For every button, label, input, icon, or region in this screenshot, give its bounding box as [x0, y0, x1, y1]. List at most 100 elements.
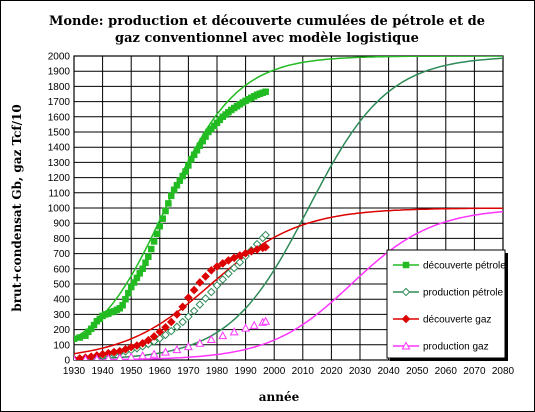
data-point: [189, 285, 199, 295]
y-tick-label: 1000: [48, 204, 71, 215]
data-point: [206, 287, 216, 297]
y-tick-label: 2000: [48, 52, 71, 63]
data-point: [161, 347, 170, 356]
x-tick-label: 1960: [149, 366, 172, 377]
data-point: [401, 287, 411, 297]
y-tick-label: 0: [64, 356, 70, 367]
y-tick-label: 100: [53, 340, 70, 351]
legend-label: découverte gaz: [423, 315, 491, 326]
data-point: [402, 261, 410, 269]
data-point: [224, 256, 233, 265]
data-point: [122, 295, 129, 303]
data-point: [104, 353, 112, 360]
data-point: [195, 278, 205, 287]
data-point: [261, 230, 270, 240]
data-point: [206, 334, 216, 343]
model-curve: [74, 56, 503, 339]
data-point: [185, 162, 192, 169]
data-point: [156, 222, 164, 230]
data-point: [261, 316, 271, 325]
data-point: [145, 253, 152, 260]
x-tick-label: 1970: [177, 366, 200, 377]
data-point: [150, 238, 158, 245]
legend-label: découverte pétrole: [423, 261, 506, 272]
y-tick-label: 500: [53, 280, 70, 291]
legend-label: production gaz: [423, 342, 489, 353]
data-point: [212, 262, 222, 271]
y-tick-label: 1100: [48, 188, 70, 199]
data-point: [218, 259, 228, 268]
data-point: [149, 332, 159, 341]
legend: découverte pétrole production pétrole déco…: [386, 249, 508, 361]
model-curve: [74, 57, 503, 360]
data-point: [201, 294, 210, 303]
data-point: [166, 317, 176, 327]
data-point: [172, 322, 182, 332]
data-point: [132, 341, 142, 350]
data-point: [155, 327, 165, 337]
chart-title-line1: Monde: production et découverte cumulées…: [49, 14, 485, 29]
data-point: [241, 323, 251, 332]
data-point: [182, 168, 189, 175]
x-tick-label: 2070: [463, 366, 486, 377]
data-point: [229, 263, 239, 273]
y-tick-label: 900: [53, 219, 70, 230]
data-point: [162, 207, 169, 215]
data-point: [184, 312, 193, 321]
x-axis-label: année: [259, 390, 300, 404]
data-point: [116, 353, 124, 360]
y-tick-label: 700: [53, 249, 70, 260]
y-tick-label: 1600: [48, 112, 71, 123]
x-tick-label: 1930: [63, 366, 86, 377]
data-point: [401, 314, 411, 324]
data-point: [201, 272, 210, 281]
data-point: [172, 345, 182, 354]
data-point: [401, 341, 411, 350]
x-tick-label: 2080: [492, 366, 515, 377]
data-point: [229, 327, 239, 336]
data-point: [125, 289, 132, 297]
data-point: [76, 334, 83, 341]
x-tick-label: 1940: [91, 366, 114, 377]
x-tick-label: 2020: [320, 366, 343, 377]
y-tick-label: 1400: [48, 143, 71, 154]
data-point: [262, 88, 269, 95]
data-point: [166, 326, 176, 336]
y-tick-label: 1900: [48, 67, 71, 78]
y-tick-label: 1800: [48, 82, 71, 93]
y-tick-label: 1200: [48, 173, 71, 184]
data-point: [218, 331, 228, 340]
model-curve: [74, 207, 503, 355]
data-point: [82, 354, 89, 360]
x-tick-label: 1990: [234, 366, 257, 377]
data-point: [165, 200, 172, 207]
data-point: [159, 215, 166, 222]
data-point: [149, 349, 159, 358]
data-point: [218, 275, 228, 284]
x-tick-label: 2030: [349, 366, 372, 377]
series-group: [74, 56, 503, 360]
y-axis-label: brut+condensat Gb, gaz Tcf/10: [10, 104, 24, 311]
y-tick-label: 1500: [48, 128, 71, 139]
data-point: [195, 300, 205, 309]
data-point: [261, 242, 270, 252]
x-tick-label: 2000: [263, 366, 286, 377]
data-point: [167, 192, 175, 200]
data-point: [189, 306, 199, 316]
y-tick-label: 200: [53, 325, 70, 336]
y-tick-label: 800: [53, 234, 70, 245]
data-point: [172, 310, 182, 319]
x-tick-label: 2050: [406, 366, 429, 377]
x-tick-label: 2040: [377, 366, 400, 377]
data-point: [138, 351, 148, 360]
y-tick-label: 600: [53, 264, 70, 275]
data-point: [139, 265, 146, 273]
x-tick-label: 1950: [120, 366, 143, 377]
x-tick-label: 2060: [435, 366, 458, 377]
data-point: [212, 281, 222, 290]
data-point: [195, 338, 205, 347]
data-point: [161, 330, 170, 340]
data-point: [224, 269, 233, 278]
